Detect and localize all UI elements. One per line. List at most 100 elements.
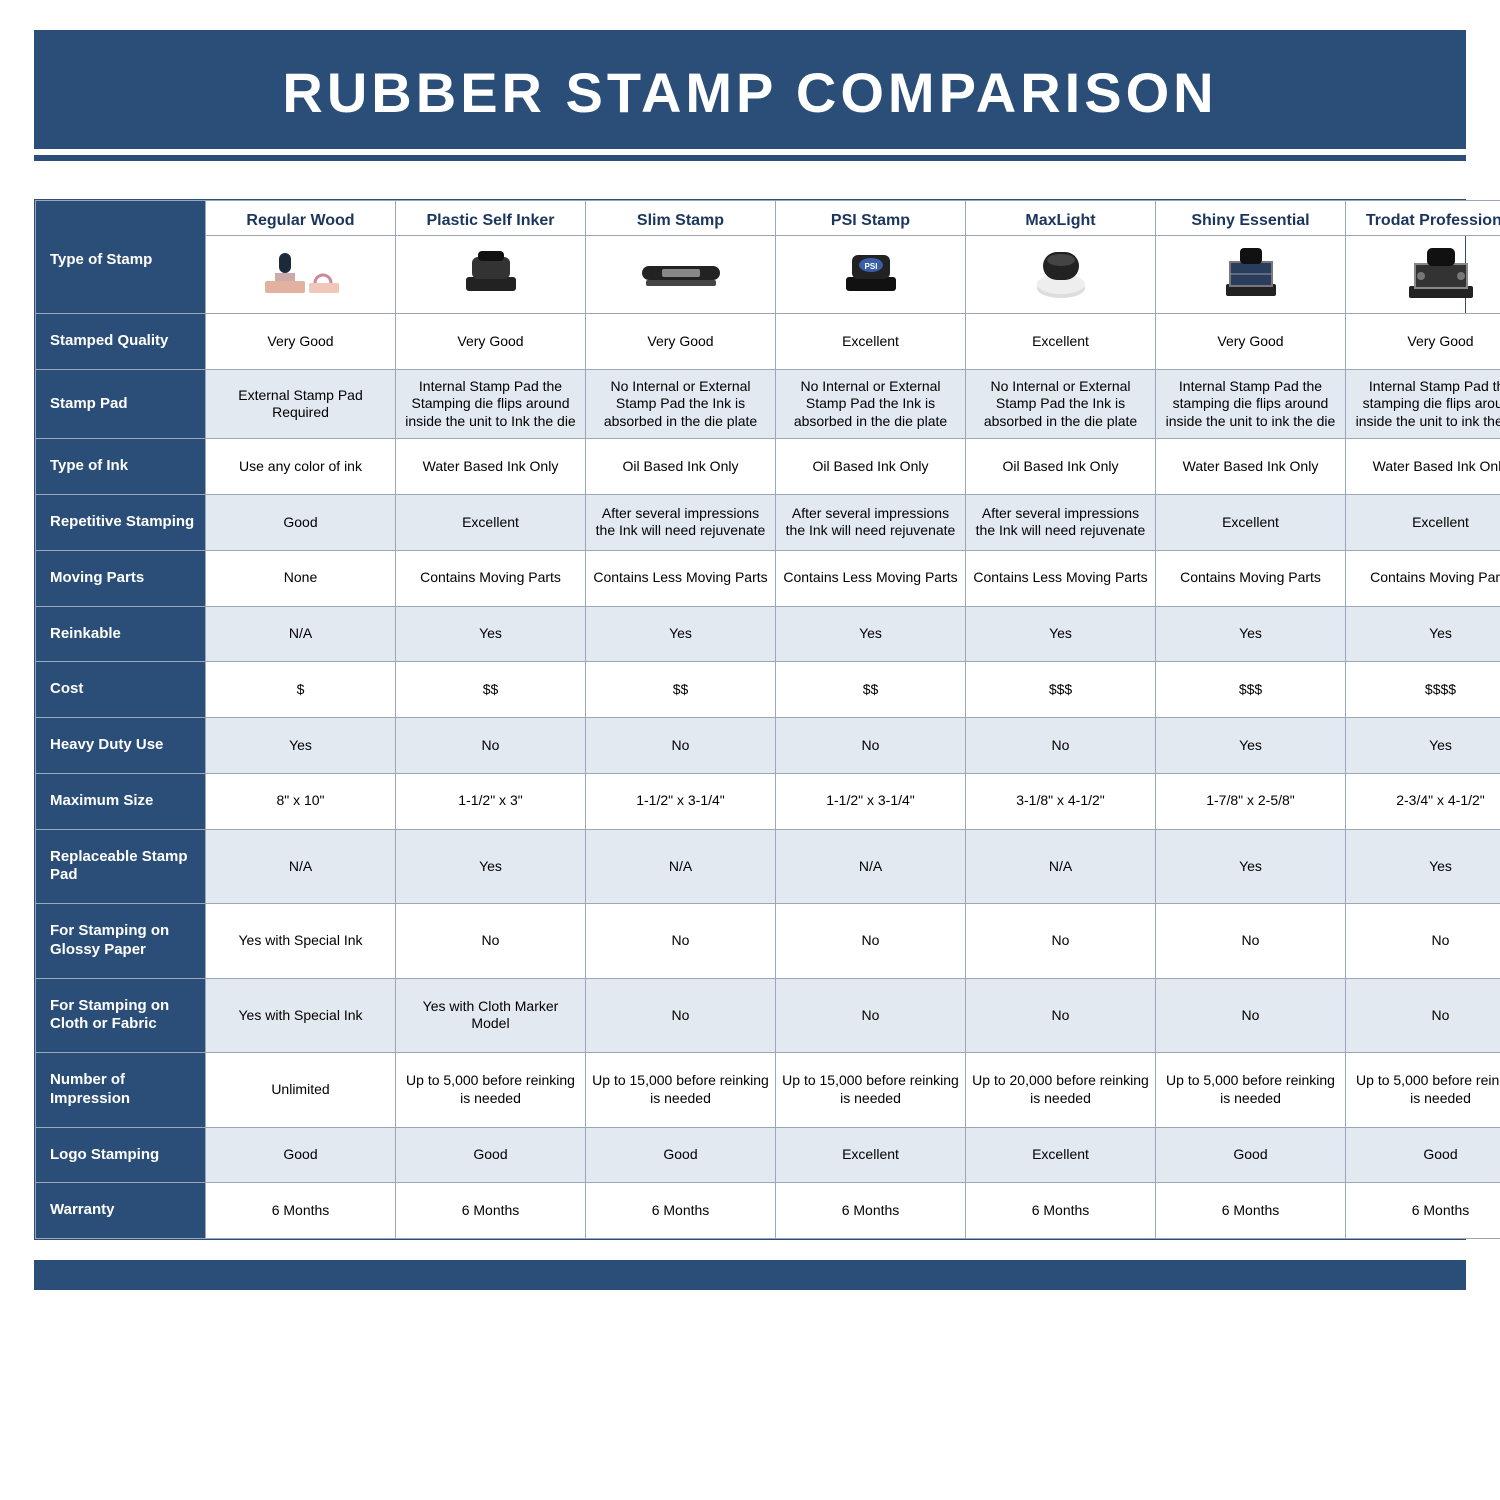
row-header: Cost — [36, 662, 206, 718]
data-cell: 2-3/4" x 4-1/2" — [1346, 773, 1500, 829]
stamp-image-cell: PSI — [776, 236, 966, 314]
data-cell: 3-1/8" x 4-1/2" — [966, 773, 1156, 829]
data-cell: N/A — [206, 606, 396, 662]
col-header: MaxLight — [966, 201, 1156, 236]
svg-text:PSI: PSI — [864, 262, 877, 271]
title-banner: RUBBER STAMP COMPARISON — [34, 30, 1466, 155]
data-cell: Yes with Special Ink — [206, 978, 396, 1053]
stamp-image-cell — [396, 236, 586, 314]
table-row: Repetitive StampingGoodExcellentAfter se… — [36, 495, 1500, 551]
data-cell: No — [1346, 978, 1500, 1053]
data-cell: No — [586, 978, 776, 1053]
data-cell: 1-1/2" x 3-1/4" — [776, 773, 966, 829]
col-header: Trodat Professional — [1346, 201, 1500, 236]
table-row: Stamp PadExternal Stamp Pad RequiredInte… — [36, 369, 1500, 439]
data-cell: $$ — [396, 662, 586, 718]
data-cell: Water Based Ink Only — [396, 439, 586, 495]
col-header: Regular Wood — [206, 201, 396, 236]
slim-stamp-icon — [636, 252, 726, 297]
row-header: Stamped Quality — [36, 314, 206, 370]
table-row: Moving PartsNoneContains Moving PartsCon… — [36, 550, 1500, 606]
data-cell: Unlimited — [206, 1053, 396, 1128]
table-row: Replaceable Stamp PadN/AYesN/AN/AN/AYesY… — [36, 829, 1500, 904]
data-cell: $$ — [586, 662, 776, 718]
stamp-image-cell — [586, 236, 776, 314]
comparison-table-wrap: Type of Stamp Regular Wood Plastic Self … — [34, 199, 1466, 1240]
data-cell: Up to 15,000 before reinking is needed — [586, 1053, 776, 1128]
stamp-image-cell — [206, 236, 396, 314]
table-row: Cost$$$$$$$$$$$$$$$$$ — [36, 662, 1500, 718]
data-cell: 6 Months — [966, 1183, 1156, 1239]
page-title: RUBBER STAMP COMPARISON — [34, 60, 1466, 125]
data-cell: Very Good — [1346, 314, 1500, 370]
stamp-image-cell — [1346, 236, 1500, 314]
row-header: Reinkable — [36, 606, 206, 662]
col-header: Slim Stamp — [586, 201, 776, 236]
data-cell: No Internal or External Stamp Pad the In… — [586, 369, 776, 439]
data-cell: N/A — [966, 829, 1156, 904]
row-header: Number of Impression — [36, 1053, 206, 1128]
data-cell: Contains Moving Parts — [1346, 550, 1500, 606]
row-header: Logo Stamping — [36, 1127, 206, 1183]
data-cell: Contains Less Moving Parts — [776, 550, 966, 606]
data-cell: Yes — [206, 718, 396, 774]
wood-stamp-icon — [261, 247, 341, 302]
table-row: Warranty6 Months6 Months6 Months6 Months… — [36, 1183, 1500, 1239]
data-cell: Contains Moving Parts — [396, 550, 586, 606]
data-cell: Good — [396, 1127, 586, 1183]
data-cell: Water Based Ink Only — [1156, 439, 1346, 495]
data-cell: 6 Months — [776, 1183, 966, 1239]
row-header: Heavy Duty Use — [36, 718, 206, 774]
data-cell: $$$ — [966, 662, 1156, 718]
data-cell: 6 Months — [586, 1183, 776, 1239]
table-row: For Stamping on Cloth or FabricYes with … — [36, 978, 1500, 1053]
row-header: Type of Ink — [36, 439, 206, 495]
data-cell: Good — [586, 1127, 776, 1183]
table-row: For Stamping on Glossy PaperYes with Spe… — [36, 904, 1500, 979]
data-cell: Yes — [586, 606, 776, 662]
data-cell: No — [776, 904, 966, 979]
shiny-essential-icon — [1216, 244, 1286, 305]
data-cell: N/A — [776, 829, 966, 904]
data-cell: None — [206, 550, 396, 606]
data-cell: Good — [206, 1127, 396, 1183]
trodat-professional-icon — [1401, 244, 1481, 305]
col-header: Shiny Essential — [1156, 201, 1346, 236]
data-cell: 1-1/2" x 3-1/4" — [586, 773, 776, 829]
data-cell: Yes — [396, 829, 586, 904]
data-cell: No — [586, 904, 776, 979]
data-cell: Internal Stamp Pad the stamping die flip… — [1156, 369, 1346, 439]
maxlight-stamp-icon — [1031, 244, 1091, 305]
data-cell: Good — [206, 495, 396, 551]
row-header: Replaceable Stamp Pad — [36, 829, 206, 904]
data-cell: Very Good — [206, 314, 396, 370]
data-cell: Yes with Cloth Marker Model — [396, 978, 586, 1053]
data-cell: 8" x 10" — [206, 773, 396, 829]
data-cell: Oil Based Ink Only — [586, 439, 776, 495]
data-cell: No — [1346, 904, 1500, 979]
self-inker-icon — [456, 247, 526, 302]
stamp-image-cell — [1156, 236, 1346, 314]
row-header: Stamp Pad — [36, 369, 206, 439]
row-header: Maximum Size — [36, 773, 206, 829]
data-cell: N/A — [206, 829, 396, 904]
data-cell: No Internal or External Stamp Pad the In… — [776, 369, 966, 439]
data-cell: Internal Stamp Pad the Stamping die flip… — [396, 369, 586, 439]
data-cell: Very Good — [586, 314, 776, 370]
data-cell: Excellent — [1346, 495, 1500, 551]
data-cell: N/A — [586, 829, 776, 904]
table-row: Heavy Duty UseYesNoNoNoNoYesYes — [36, 718, 1500, 774]
data-cell: No — [966, 718, 1156, 774]
data-cell: 6 Months — [396, 1183, 586, 1239]
data-cell: No — [396, 904, 586, 979]
data-cell: No — [1156, 978, 1346, 1053]
data-cell: 6 Months — [1346, 1183, 1500, 1239]
stamp-image-cell — [966, 236, 1156, 314]
data-cell: No — [776, 718, 966, 774]
row-header: Repetitive Stamping — [36, 495, 206, 551]
data-cell: No — [966, 904, 1156, 979]
psi-stamp-icon: PSI — [836, 247, 906, 302]
data-cell: Up to 5,000 before reinking is needed — [1156, 1053, 1346, 1128]
data-cell: Water Based Ink Only — [1346, 439, 1500, 495]
data-cell: Excellent — [966, 314, 1156, 370]
